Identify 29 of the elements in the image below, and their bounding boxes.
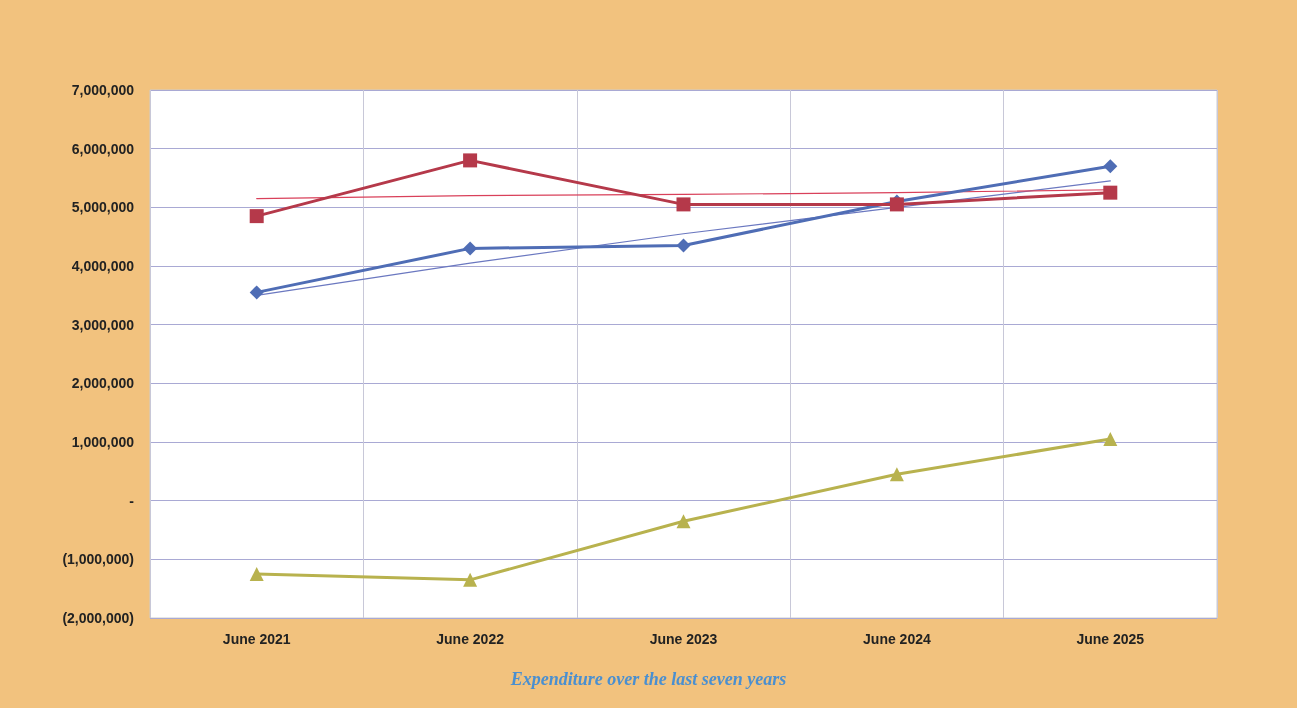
y-tick-label: (1,000,000) [62, 551, 134, 568]
x-tick-label: June 2022 [436, 631, 505, 647]
y-tick-label: - [129, 492, 135, 509]
point [463, 572, 478, 587]
point [249, 567, 264, 581]
point [463, 241, 478, 256]
point [676, 514, 691, 529]
text: Expenditure over the last seven years [509, 669, 787, 689]
point [1103, 432, 1118, 447]
point [249, 285, 264, 300]
x-tick-label: June 2021 [222, 631, 291, 647]
x-tick-label: June 2023 [649, 631, 718, 647]
point [676, 197, 691, 212]
point [463, 153, 478, 168]
point [1103, 159, 1118, 174]
x-tick-label: June 2025 [1076, 631, 1145, 647]
y-tick-label: 4,000,000 [71, 258, 135, 274]
point [676, 238, 691, 253]
y-tick-label: 5,000,000 [71, 199, 135, 216]
y-tick-label: 7,000,000 [71, 82, 135, 98]
point [1103, 185, 1118, 200]
x-tick-label: June 2024 [863, 631, 931, 647]
y-tick-label: 2,000,000 [71, 375, 135, 392]
y-tick-label: 3,000,000 [71, 316, 135, 333]
y-tick-label: 6,000,000 [71, 140, 135, 157]
point [889, 467, 904, 482]
y-tick-label: 1,000,000 [71, 434, 135, 450]
point [249, 209, 264, 224]
y-tick-label: (2,000,000) [62, 610, 134, 626]
